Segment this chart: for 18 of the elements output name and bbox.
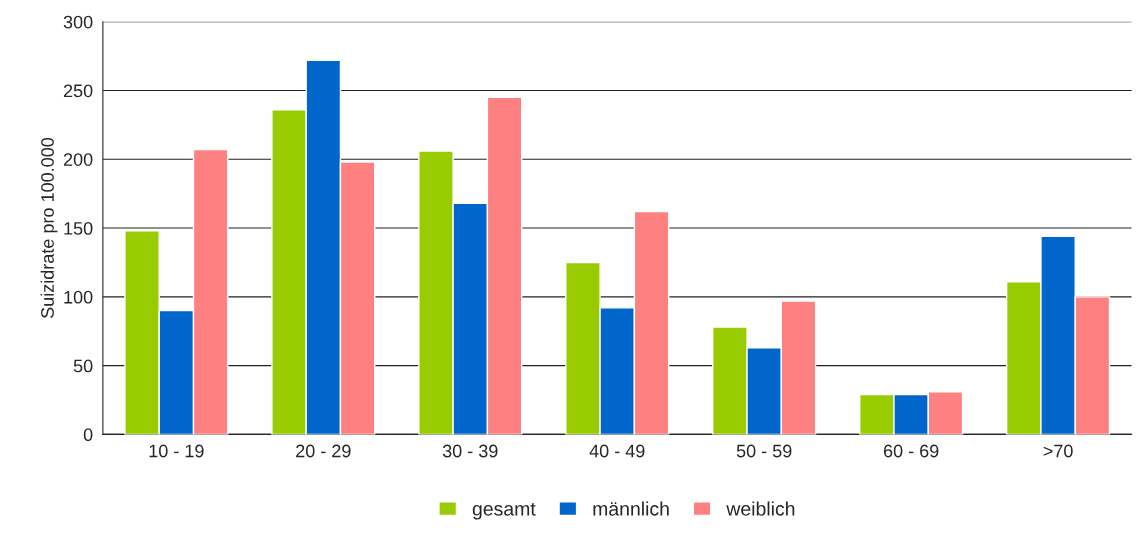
x-tick-label: 60 - 69 <box>883 444 939 458</box>
y-tick-label: 100 <box>64 290 93 304</box>
y-tick-label: 50 <box>73 359 93 373</box>
y-tick-label: 200 <box>63 153 93 166</box>
x-tick-label: >70 <box>1043 444 1073 458</box>
x-tick-label: 40 - 49 <box>589 444 645 458</box>
x-tick-label: 30 - 39 <box>442 444 498 458</box>
x-tick-label: 20 - 29 <box>296 444 351 458</box>
legend-label: gesamt <box>472 502 536 520</box>
legend-label: weiblich <box>726 501 795 516</box>
y-tick-label: 300 <box>63 15 93 29</box>
y-tick-label: 0 <box>83 428 93 442</box>
x-tick-label: 10 - 19 <box>149 444 204 458</box>
y-axis-title: Suizidrate pro 100.000 <box>40 137 58 319</box>
y-tick-label: 250 <box>63 84 93 98</box>
legend-label: männlich <box>593 501 669 516</box>
x-tick-label: 50 - 59 <box>736 444 792 458</box>
y-tick-label: 150 <box>64 221 93 235</box>
